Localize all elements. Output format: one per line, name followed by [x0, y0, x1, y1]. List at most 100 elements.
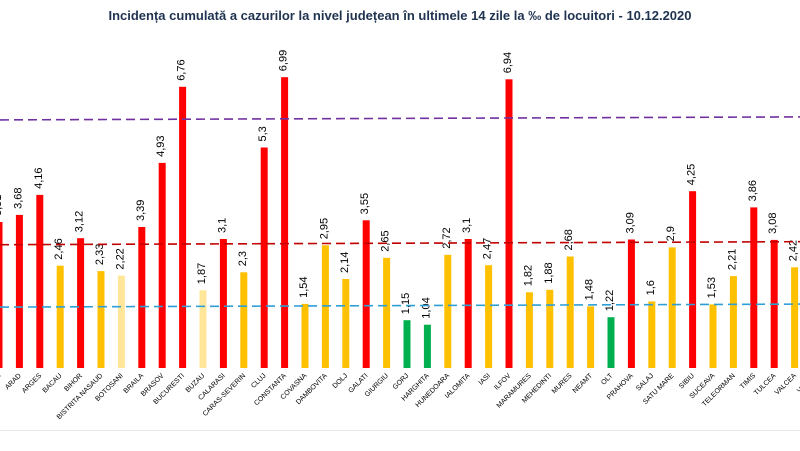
category-label: MURES: [551, 372, 574, 395]
data-label: 2,95: [318, 218, 330, 239]
category-label: OLT: [600, 372, 615, 387]
bar: [709, 304, 717, 368]
bar: [15, 214, 23, 368]
bar: [729, 276, 737, 368]
data-label: 1,82: [522, 265, 534, 286]
data-label: 4,25: [686, 164, 698, 185]
bar: [77, 238, 85, 368]
data-label: 2,46: [53, 238, 65, 259]
bar: [444, 254, 452, 368]
bar: [36, 194, 44, 368]
data-label: 3,68: [12, 187, 24, 208]
category-label: TIMIS: [739, 372, 757, 390]
category-label: VASLUI: [796, 372, 800, 394]
bar: [423, 324, 431, 368]
category-label: IASI: [478, 372, 492, 386]
data-label: 2,42: [788, 240, 800, 261]
category-label: DOLJ: [332, 372, 350, 390]
bar: [260, 147, 268, 368]
bar: [485, 265, 493, 368]
data-label: 2,14: [339, 252, 351, 273]
category-label: NEAMT: [572, 372, 595, 395]
bar: [158, 162, 166, 368]
bar: [362, 220, 370, 368]
category-label: BACAU: [42, 372, 64, 394]
data-label: 6,76: [176, 59, 188, 80]
data-label: 1,88: [543, 262, 555, 283]
category-label: GORJ: [392, 372, 411, 391]
bar: [689, 191, 697, 368]
bar: [138, 227, 146, 368]
bar: [56, 265, 64, 368]
data-label: 2,33: [94, 244, 106, 265]
data-label: 1,22: [604, 290, 616, 311]
data-label: 4,16: [33, 167, 45, 188]
data-label: 2,3: [237, 251, 249, 266]
category-label: VALCEA: [774, 372, 798, 396]
data-label: 2,68: [563, 229, 575, 250]
data-label: 3,12: [74, 211, 86, 232]
category-label: ALBA: [0, 372, 3, 390]
data-label: 3,08: [767, 212, 779, 233]
bar: [97, 271, 105, 368]
data-label: 1,48: [584, 279, 596, 300]
data-label: 1,54: [298, 276, 310, 297]
bar: [627, 239, 635, 368]
category-label: CLUJ: [250, 372, 267, 389]
bar: [301, 303, 309, 368]
bar: [668, 247, 676, 368]
bar: [525, 292, 533, 368]
bottom-strip: [0, 430, 800, 451]
bar: [566, 256, 574, 368]
data-label: 3,1: [216, 218, 228, 233]
data-label: 5,3: [257, 126, 269, 141]
bar: [403, 320, 411, 368]
chart-title: Incidența cumulată a cazurilor la nivel …: [108, 8, 692, 23]
bar: [607, 317, 615, 368]
data-label: 1,87: [196, 263, 208, 284]
bar: [281, 77, 289, 368]
bar: [587, 306, 595, 368]
data-label: 2,21: [726, 249, 738, 270]
bar: [342, 279, 350, 368]
data-label: 3,55: [359, 193, 371, 214]
bar: [546, 289, 554, 368]
data-label: 6,99: [278, 50, 290, 71]
threshold-line: [0, 116, 800, 121]
data-label: 4,93: [155, 135, 167, 156]
data-label: 3,39: [135, 200, 147, 221]
threshold-line: [0, 240, 800, 246]
data-label: 3,1: [461, 218, 473, 233]
bar: [464, 239, 472, 368]
bar: [791, 267, 799, 368]
bar: [0, 222, 3, 368]
bar: [199, 290, 207, 368]
data-label: 3,51: [0, 195, 4, 216]
data-label: 1,04: [420, 297, 432, 318]
bar: [383, 257, 391, 368]
bar: [219, 239, 227, 368]
data-label: 2,22: [114, 248, 126, 269]
bar: [750, 207, 758, 368]
bar: [240, 272, 248, 368]
data-label: 3,86: [747, 180, 759, 201]
data-label: 2,72: [441, 227, 453, 248]
data-label: 1,6: [645, 280, 657, 295]
data-label: 1,53: [706, 277, 718, 298]
bar: [505, 79, 513, 369]
data-label: 2,47: [482, 238, 494, 259]
data-label: 6,94: [502, 52, 514, 73]
data-label: 2,9: [665, 226, 677, 241]
category-label: ARAD: [4, 372, 23, 391]
category-label: SIBIU: [678, 372, 696, 390]
category-label: ARGES: [21, 372, 44, 395]
data-label: 2,65: [380, 230, 392, 251]
bar: [648, 301, 656, 368]
bar: [117, 275, 125, 368]
bar: [179, 86, 187, 369]
threshold-line: [0, 303, 800, 308]
data-label: 3,09: [624, 212, 636, 233]
data-label: 1,15: [400, 293, 412, 314]
